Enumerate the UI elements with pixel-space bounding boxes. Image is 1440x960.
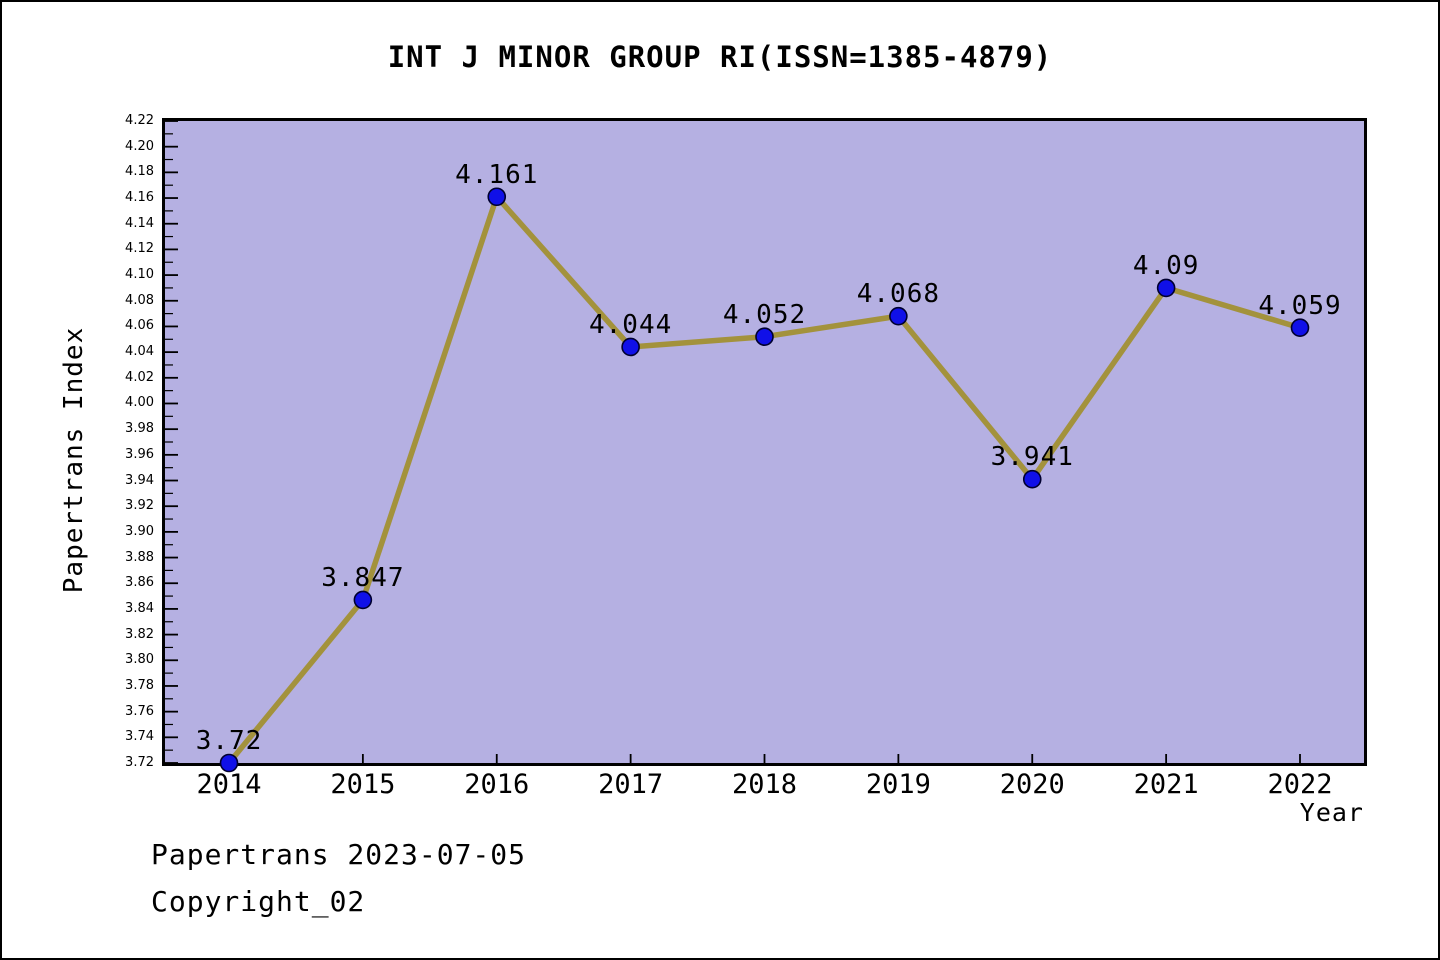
y-tick-label: 4.02: [125, 369, 154, 385]
x-tick-label: 2014: [196, 769, 262, 800]
y-tick-label: 4.16: [125, 190, 154, 206]
y-tick-label: 3.92: [125, 498, 154, 514]
y-tick-label: 3.76: [125, 703, 154, 719]
line-chart-svg: [165, 120, 1310, 773]
x-axis-label: Year: [1299, 798, 1364, 827]
chart-title: INT J MINOR GROUP RI(ISSN=1385-4879): [387, 40, 1053, 74]
point-value-label: 4.09: [1132, 250, 1200, 281]
y-tick-label: 4.12: [125, 241, 154, 257]
x-tick-label: 2021: [1133, 769, 1199, 800]
data-point: [889, 306, 908, 326]
plot-area: [162, 118, 1367, 773]
point-value-label: 4.161: [455, 159, 539, 190]
point-value-label: 3.847: [321, 562, 405, 593]
point-value-label: 3.941: [990, 442, 1074, 473]
y-tick-label: 3.96: [125, 446, 154, 462]
data-point: [755, 327, 774, 347]
point-value-label: 4.068: [856, 279, 941, 310]
y-tick-label: 4.04: [125, 344, 154, 360]
data-point: [1156, 278, 1176, 298]
y-tick-label: 4.14: [125, 215, 154, 231]
data-point: [1290, 318, 1310, 338]
x-tick-label: 2015: [330, 769, 396, 800]
y-tick-label: 4.00: [125, 395, 154, 411]
y-tick-label: 3.72: [125, 755, 154, 770]
y-tick-label: 3.74: [125, 729, 154, 745]
y-tick-label: 4.06: [125, 318, 154, 334]
point-value-label: 3.72: [195, 726, 263, 756]
point-value-label: 4.044: [588, 309, 673, 340]
y-tick-label: 4.18: [125, 164, 154, 180]
y-tick-label: 3.88: [125, 549, 154, 565]
data-point: [621, 337, 640, 357]
y-tick-label: 4.20: [125, 138, 154, 154]
y-tick-label: 3.86: [125, 575, 154, 591]
x-tick-label: 2020: [999, 769, 1065, 800]
y-tick-label: 3.78: [125, 677, 154, 693]
y-tick-label: 3.90: [125, 523, 154, 539]
x-tick-label: 2017: [598, 769, 664, 800]
y-tick-label: 3.98: [125, 421, 154, 437]
data-point: [219, 753, 239, 773]
y-tick-label: 3.80: [125, 652, 154, 668]
data-point: [353, 590, 373, 610]
y-axis-label: Papertrans Index: [59, 326, 89, 594]
y-tick-label: 3.84: [125, 600, 154, 616]
y-tick-label: 4.08: [125, 292, 154, 308]
footer-copyright: Copyright_02: [151, 885, 366, 918]
x-tick-label: 2019: [865, 769, 931, 800]
point-value-label: 4.052: [722, 299, 807, 330]
point-value-label: 4.059: [1258, 290, 1342, 321]
y-tick-label: 4.10: [125, 267, 154, 283]
x-tick-label: 2018: [731, 769, 798, 800]
y-tick-label: 3.82: [125, 626, 154, 642]
trend-line: [226, 194, 1301, 765]
x-tick-label: 2022: [1267, 769, 1333, 800]
y-tick-label: 3.94: [125, 472, 154, 488]
data-point: [487, 187, 507, 207]
y-tick-label: 4.22: [125, 113, 154, 128]
footer-source-date: Papertrans 2023-07-05: [151, 838, 527, 871]
x-tick-label: 2016: [464, 769, 530, 800]
data-point: [1022, 469, 1042, 489]
